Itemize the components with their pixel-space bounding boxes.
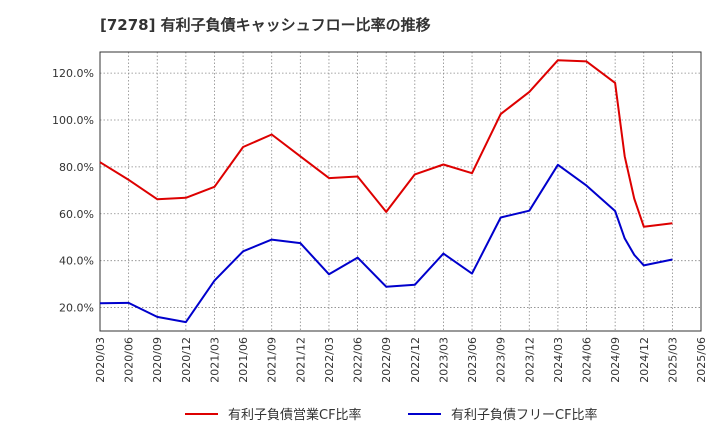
y-axis: 20.0% 40.0% 60.0% 80.0% 100.0% 120.0% xyxy=(52,67,94,314)
series-line-1 xyxy=(99,59,673,228)
y-tick-label: 80.0% xyxy=(59,161,94,174)
x-tick-label: 2021/12 xyxy=(294,337,307,383)
x-tick-label: 2023/09 xyxy=(495,337,508,383)
x-tick-label: 2021/06 xyxy=(237,337,250,383)
x-tick-label: 2022/06 xyxy=(352,337,365,383)
plot-area xyxy=(100,52,701,331)
x-tick-label: 2024/12 xyxy=(638,337,651,383)
legend-label: 有利子負債フリーCF比率 xyxy=(451,407,598,423)
x-tick-label: 2021/03 xyxy=(208,337,221,383)
x-tick-label: 2020/06 xyxy=(123,337,136,383)
x-tick-label: 2022/12 xyxy=(409,337,422,383)
x-tick-label: 2021/09 xyxy=(266,337,279,383)
x-tick-label: 2025/03 xyxy=(666,337,679,383)
chart-title: [7278] 有利子負債キャッシュフロー比率の推移 xyxy=(100,16,431,34)
x-tick-label: 2020/12 xyxy=(180,337,193,383)
legend: 有利子負債営業CF比率 有利子負債フリーCF比率 xyxy=(185,407,598,423)
series-line-2 xyxy=(99,163,673,324)
grid xyxy=(99,52,702,331)
x-tick-label: 2023/03 xyxy=(437,337,450,383)
x-tick-label: 2024/06 xyxy=(581,337,594,383)
x-tick-label: 2024/03 xyxy=(552,337,565,383)
plot-frame xyxy=(99,51,702,332)
x-tick-label: 2020/09 xyxy=(151,337,164,383)
legend-label: 有利子負債営業CF比率 xyxy=(228,407,362,423)
x-tick-label: 2022/03 xyxy=(323,337,336,383)
y-tick-label: 40.0% xyxy=(59,255,94,268)
y-tick-label: 60.0% xyxy=(59,208,94,221)
x-tick-label: 2023/12 xyxy=(523,337,536,383)
y-tick-label: 100.0% xyxy=(52,114,94,127)
y-tick-label: 120.0% xyxy=(52,67,94,80)
x-tick-label: 2020/03 xyxy=(94,337,107,383)
x-tick-label: 2023/06 xyxy=(466,337,479,383)
x-axis: 2020/03 2020/06 2020/09 2020/12 2021/03 2021/… xyxy=(94,337,708,383)
series-lines xyxy=(99,59,673,324)
x-tick-label: 2024/09 xyxy=(609,337,622,383)
x-tick-label: 2022/09 xyxy=(380,337,393,383)
x-tick-label: 2025/06 xyxy=(695,337,708,383)
y-tick-label: 20.0% xyxy=(59,302,94,315)
